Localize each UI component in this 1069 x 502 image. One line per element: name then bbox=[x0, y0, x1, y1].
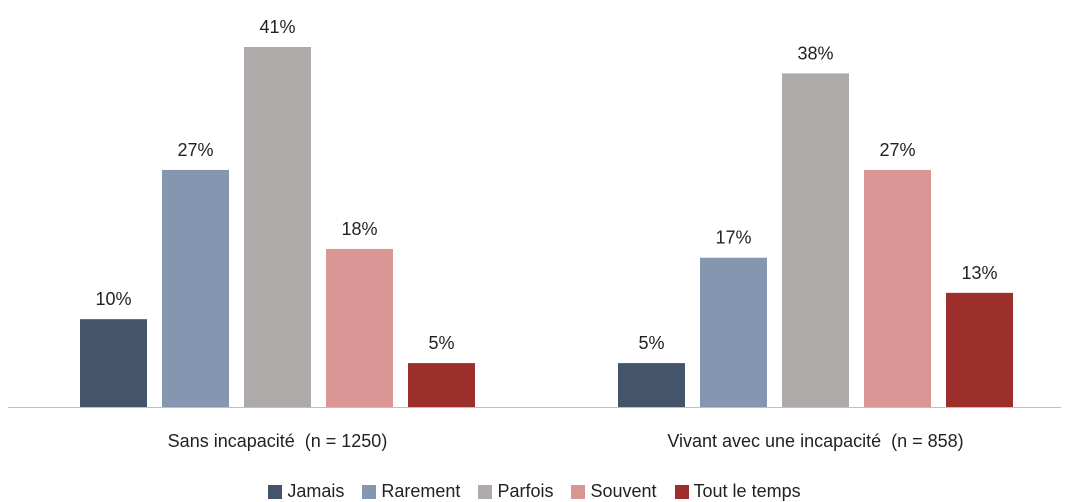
legend-label: Souvent bbox=[590, 481, 657, 501]
legend-label: Tout le temps bbox=[693, 481, 801, 501]
bar-rarement-group-1 bbox=[162, 169, 229, 407]
data-label-rarement-group-2: 17% bbox=[715, 228, 751, 248]
legend-label: Jamais bbox=[287, 481, 345, 501]
legend-item-jamais: Jamais bbox=[268, 481, 344, 502]
data-label-souvent-group-2: 27% bbox=[879, 140, 915, 160]
bar-jamais-group-1 bbox=[80, 319, 147, 407]
legend-swatch bbox=[362, 484, 377, 499]
bar-souvent-group-1 bbox=[326, 248, 393, 407]
data-label-parfois-group-1: 41% bbox=[259, 17, 295, 37]
category-label-2: Vivant avec une incapacité (n = 858) bbox=[667, 431, 963, 451]
data-label-souvent-group-1: 18% bbox=[341, 219, 377, 239]
data-label-jamais-group-1: 10% bbox=[95, 289, 131, 309]
data-label-tout-le-temps-group-2: 13% bbox=[961, 263, 997, 283]
legend-swatch bbox=[478, 484, 493, 499]
bar-parfois-group-2 bbox=[782, 73, 849, 407]
legend-swatch bbox=[268, 484, 283, 499]
data-label-jamais-group-2: 5% bbox=[638, 333, 664, 353]
legend-item-tout-le-temps: Tout le temps bbox=[674, 481, 801, 502]
legend-item-rarement: Rarement bbox=[362, 481, 460, 502]
legend-label: Parfois bbox=[497, 481, 554, 501]
bar-parfois-group-1 bbox=[244, 47, 311, 407]
data-label-rarement-group-1: 27% bbox=[177, 140, 213, 160]
legend-item-parfois: Parfois bbox=[478, 481, 553, 502]
bar-chart: 10% 27% 41% 18% 5% Sans incapacité (n = 1250)… bbox=[8, 17, 1061, 451]
legend-swatch bbox=[674, 484, 689, 499]
legend-label: Rarement bbox=[381, 481, 461, 501]
bar-tout-le-temps-group-1 bbox=[408, 363, 475, 407]
category-label-1: Sans incapacité (n = 1250) bbox=[168, 431, 388, 451]
bar-souvent-group-2 bbox=[864, 169, 931, 407]
legend-item-souvent: Souvent bbox=[571, 481, 657, 502]
legend-swatch bbox=[571, 484, 586, 499]
bar-jamais-group-2 bbox=[618, 363, 685, 407]
data-label-parfois-group-2: 38% bbox=[797, 43, 833, 63]
data-label-tout-le-temps-group-1: 5% bbox=[428, 333, 454, 353]
bar-tout-le-temps-group-2 bbox=[946, 292, 1013, 407]
chart-legend: Jamais Rarement Parfois Souvent Tout le temp… bbox=[0, 481, 1069, 502]
bar-rarement-group-2 bbox=[700, 257, 767, 407]
